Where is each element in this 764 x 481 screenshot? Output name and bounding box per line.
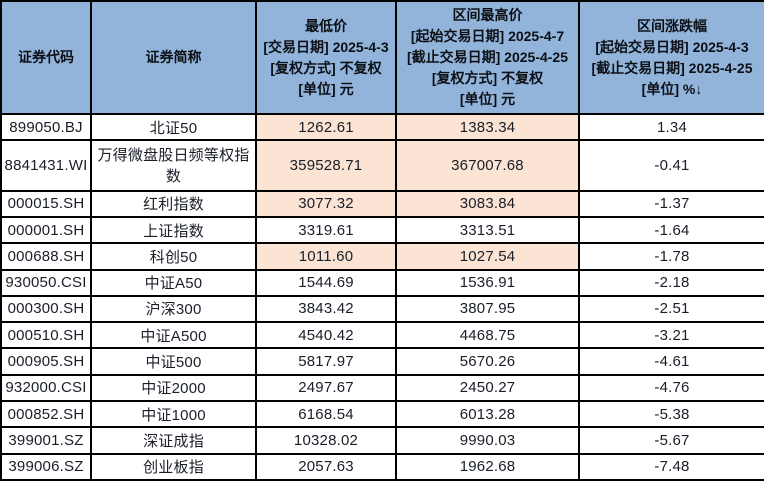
cell-security-name[interactable]: 沪深300 <box>90 294 257 324</box>
cell-security-name[interactable]: 深证成指 <box>90 426 257 455</box>
cell-interval-change[interactable]: -2.18 <box>578 268 764 297</box>
cell-lowest-price[interactable]: 1262.61 <box>255 112 397 142</box>
cell-interval-high[interactable]: 1027.54 <box>395 242 580 271</box>
cell-lowest-price[interactable]: 3319.61 <box>255 215 397 245</box>
cell-security-name[interactable]: 中证2000 <box>90 373 257 402</box>
cell-interval-high[interactable]: 1536.91 <box>395 268 580 297</box>
table-row: 000300.SH 沪深300 3843.42 3807.95 -2.51 <box>0 294 764 324</box>
cell-interval-change[interactable]: -1.37 <box>578 189 764 218</box>
cell-lowest-price[interactable]: 10328.02 <box>255 426 397 455</box>
col-header-label: 证券代码 <box>18 49 74 65</box>
table-row: 000688.SH 科创50 1011.60 1027.54 -1.78 <box>0 242 764 271</box>
cell-interval-change[interactable]: -1.78 <box>578 242 764 271</box>
cell-interval-high[interactable]: 3313.51 <box>395 215 580 245</box>
cell-interval-high[interactable]: 1962.68 <box>395 452 580 481</box>
cell-interval-change[interactable]: -5.67 <box>578 426 764 455</box>
table-row: 930050.CSI 中证A50 1544.69 1536.91 -2.18 <box>0 268 764 297</box>
cell-interval-high[interactable]: 367007.68 <box>395 139 580 192</box>
cell-interval-change[interactable]: -3.21 <box>578 321 764 350</box>
sort-descending-icon[interactable]: ↓ <box>695 80 703 97</box>
table-row: 000905.SH 中证500 5817.97 5670.26 -4.61 <box>0 347 764 376</box>
cell-security-code[interactable]: 000510.SH <box>0 321 92 350</box>
table-row: 000852.SH 中证1000 6168.54 6013.28 -5.38 <box>0 399 764 429</box>
cell-interval-high[interactable]: 1383.34 <box>395 112 580 142</box>
cell-interval-high[interactable]: 4468.75 <box>395 321 580 350</box>
cell-lowest-price[interactable]: 2497.67 <box>255 373 397 402</box>
cell-interval-high[interactable]: 3807.95 <box>395 294 580 324</box>
table-row: 899050.BJ 北证50 1262.61 1383.34 1.34 <box>0 112 764 142</box>
table-row: 932000.CSI 中证2000 2497.67 2450.27 -4.76 <box>0 373 764 402</box>
cell-security-code[interactable]: 000852.SH <box>0 399 92 429</box>
cell-interval-change[interactable]: -7.48 <box>578 452 764 481</box>
cell-security-code[interactable]: 000015.SH <box>0 189 92 218</box>
cell-security-code[interactable]: 000905.SH <box>0 347 92 376</box>
cell-interval-change[interactable]: -4.76 <box>578 373 764 402</box>
cell-security-name[interactable]: 红利指数 <box>90 189 257 218</box>
cell-lowest-price[interactable]: 3843.42 <box>255 294 397 324</box>
cell-interval-high[interactable]: 5670.26 <box>395 347 580 376</box>
cell-lowest-price[interactable]: 359528.71 <box>255 139 397 192</box>
cell-security-name[interactable]: 科创50 <box>90 242 257 271</box>
col-header-interval-change[interactable]: 区间涨跌幅 [起始交易日期] 2025-4-3 [截止交易日期] 2025-4-… <box>578 0 764 115</box>
cell-security-code[interactable]: 399001.SZ <box>0 426 92 455</box>
cell-security-code[interactable]: 000300.SH <box>0 294 92 324</box>
cell-lowest-price[interactable]: 2057.63 <box>255 452 397 481</box>
cell-security-code[interactable]: 930050.CSI <box>0 268 92 297</box>
cell-interval-change[interactable]: 1.34 <box>578 112 764 142</box>
cell-security-name[interactable]: 北证50 <box>90 112 257 142</box>
cell-interval-high[interactable]: 3083.84 <box>395 189 580 218</box>
cell-interval-high[interactable]: 9990.03 <box>395 426 580 455</box>
col-header-lowest-price[interactable]: 最低价 [交易日期] 2025-4-3 [复权方式] 不复权 [单位] 元 <box>255 0 397 115</box>
col-header-label: 区间最高价 [起始交易日期] 2025-4-7 [截止交易日期] 2025-4-… <box>406 7 569 107</box>
table-row: 000510.SH 中证A500 4540.42 4468.75 -3.21 <box>0 321 764 350</box>
col-header-label: 证券简称 <box>145 49 202 65</box>
cell-lowest-price[interactable]: 6168.54 <box>255 399 397 429</box>
col-header-label: 最低价 [交易日期] 2025-4-3 [复权方式] 不复权 [单位] 元 <box>263 17 389 97</box>
cell-security-name[interactable]: 中证500 <box>90 347 257 376</box>
col-header-label: 区间涨跌幅 [起始交易日期] 2025-4-3 [截止交易日期] 2025-4-… <box>591 17 753 97</box>
cell-interval-change[interactable]: -1.64 <box>578 215 764 245</box>
cell-interval-high[interactable]: 2450.27 <box>395 373 580 402</box>
table-row: 000001.SH 上证指数 3319.61 3313.51 -1.64 <box>0 215 764 245</box>
cell-lowest-price[interactable]: 5817.97 <box>255 347 397 376</box>
col-header-security-code[interactable]: 证券代码 <box>0 0 92 115</box>
cell-security-name[interactable]: 创业板指 <box>90 452 257 481</box>
cell-lowest-price[interactable]: 1544.69 <box>255 268 397 297</box>
cell-security-code[interactable]: 8841431.WI <box>0 139 92 192</box>
cell-interval-high[interactable]: 6013.28 <box>395 399 580 429</box>
cell-security-code[interactable]: 899050.BJ <box>0 112 92 142</box>
cell-security-code[interactable]: 000001.SH <box>0 215 92 245</box>
col-header-interval-high[interactable]: 区间最高价 [起始交易日期] 2025-4-7 [截止交易日期] 2025-4-… <box>395 0 580 115</box>
cell-lowest-price[interactable]: 4540.42 <box>255 321 397 350</box>
table-row: 399001.SZ 深证成指 10328.02 9990.03 -5.67 <box>0 426 764 455</box>
cell-interval-change[interactable]: -4.61 <box>578 347 764 376</box>
cell-security-name[interactable]: 中证1000 <box>90 399 257 429</box>
table-row: 8841431.WI 万得微盘股日频等权指数 359528.71 367007.… <box>0 139 764 192</box>
cell-security-name[interactable]: 万得微盘股日频等权指数 <box>90 139 257 192</box>
header-row: 证券代码 证券简称 最低价 [交易日期] 2025-4-3 [复权方式] 不复权… <box>0 0 764 115</box>
cell-security-code[interactable]: 932000.CSI <box>0 373 92 402</box>
cell-security-name[interactable]: 中证A500 <box>90 321 257 350</box>
table-row: 399006.SZ 创业板指 2057.63 1962.68 -7.48 <box>0 452 764 481</box>
cell-security-name[interactable]: 上证指数 <box>90 215 257 245</box>
cell-security-code[interactable]: 000688.SH <box>0 242 92 271</box>
cell-interval-change[interactable]: -2.51 <box>578 294 764 324</box>
cell-interval-change[interactable]: -0.41 <box>578 139 764 192</box>
cell-security-name[interactable]: 中证A50 <box>90 268 257 297</box>
cell-lowest-price[interactable]: 1011.60 <box>255 242 397 271</box>
table-row: 000015.SH 红利指数 3077.32 3083.84 -1.37 <box>0 189 764 218</box>
cell-lowest-price[interactable]: 3077.32 <box>255 189 397 218</box>
cell-security-code[interactable]: 399006.SZ <box>0 452 92 481</box>
col-header-security-name[interactable]: 证券简称 <box>90 0 257 115</box>
cell-interval-change[interactable]: -5.38 <box>578 399 764 429</box>
